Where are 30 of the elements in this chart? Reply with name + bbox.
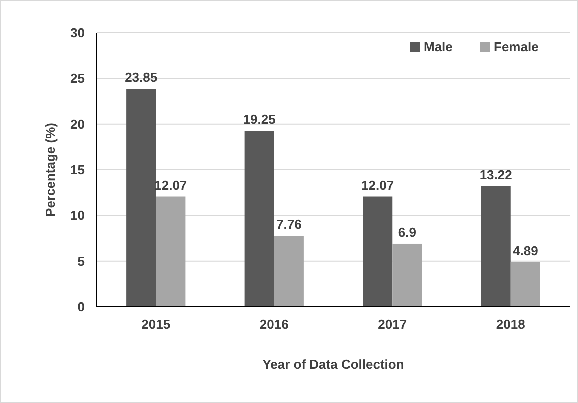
bar: [392, 244, 422, 307]
bar: [510, 262, 540, 307]
x-tick-label: 2016: [260, 317, 289, 332]
y-tick-label: 15: [70, 162, 85, 178]
y-tick-label: 20: [70, 116, 85, 132]
x-tick-label: 2017: [378, 317, 408, 332]
y-tick-label: 10: [70, 208, 85, 224]
data-label: 12.07: [362, 178, 394, 193]
y-tick-label: 25: [70, 71, 85, 86]
data-label: 7.76: [276, 217, 302, 232]
x-tick-label: 2018: [496, 317, 526, 332]
y-tick-label: 30: [70, 26, 85, 41]
bar: [244, 131, 274, 307]
data-label: 4.89: [513, 243, 538, 258]
bar: [156, 196, 186, 307]
bar: [481, 186, 511, 307]
y-tick-label: 5: [78, 254, 85, 269]
data-label: 19.25: [243, 112, 276, 128]
bar: [126, 89, 156, 307]
legend-label: Female: [494, 40, 539, 55]
data-label: 13.22: [480, 167, 512, 182]
bar: [363, 196, 393, 307]
data-label: 23.85: [125, 70, 158, 86]
data-label: 6.9: [398, 224, 416, 240]
y-axis-title: Percentage (%): [43, 123, 58, 217]
x-tick-label: 2015: [142, 317, 171, 332]
bar: [274, 236, 304, 307]
x-axis-title: Year of Data Collection: [262, 357, 404, 372]
y-tick-label: 0: [78, 300, 85, 315]
legend-label: Male: [424, 40, 453, 55]
